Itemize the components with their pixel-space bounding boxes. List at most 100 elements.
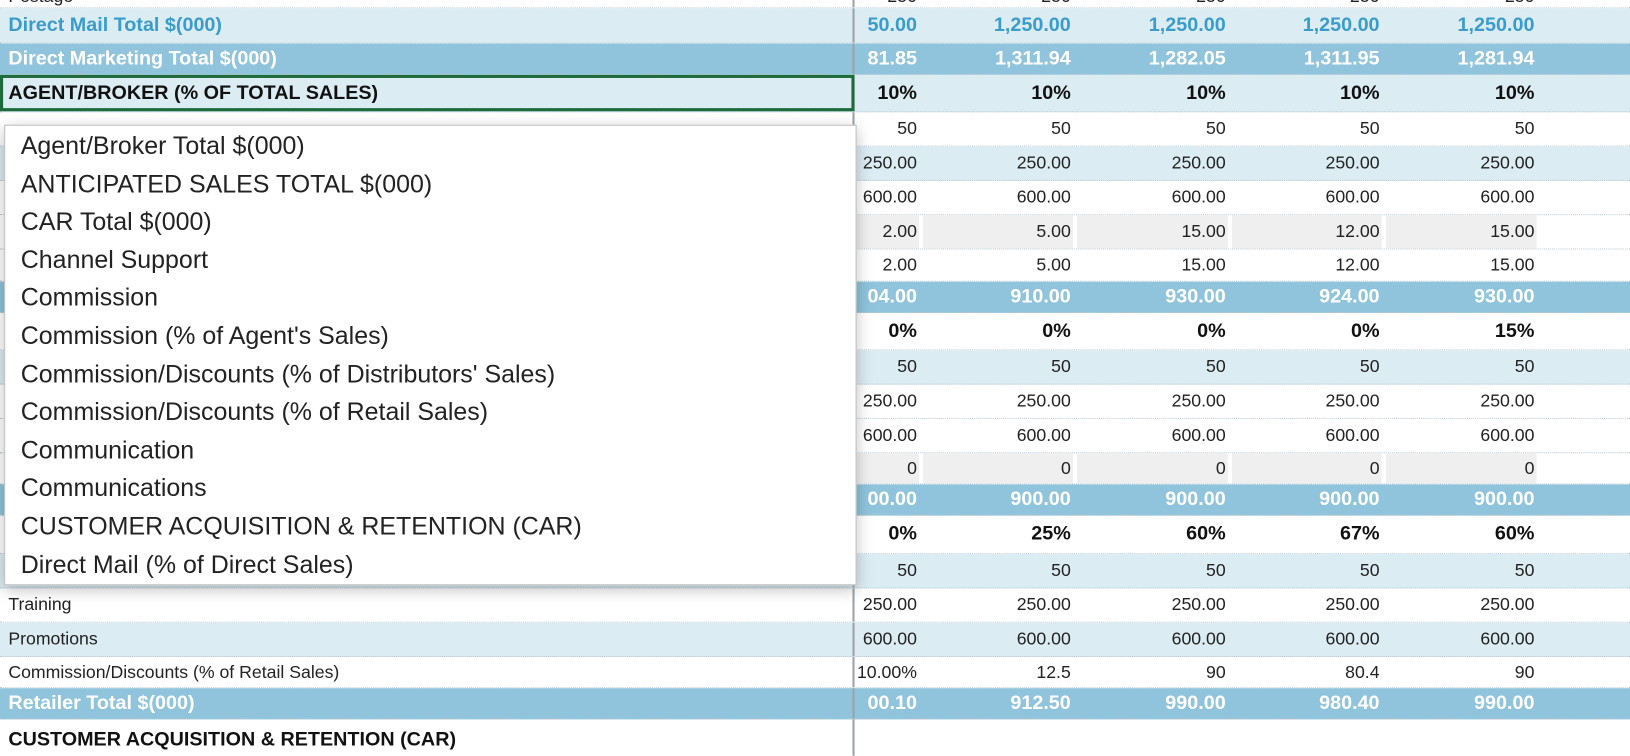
cell-value: 50 xyxy=(897,560,917,581)
cell-value: 50 xyxy=(897,118,917,139)
cell-value: 10.00% xyxy=(856,661,917,682)
cell-value: 250.00 xyxy=(1480,594,1535,615)
cell-value: 10% xyxy=(1186,81,1226,104)
cell-value: 912.50 xyxy=(1010,691,1071,714)
cell-value: 250.00 xyxy=(1325,594,1380,615)
row-label: Retailer Total $(000) xyxy=(0,688,855,719)
row-label: AGENT/BROKER (% OF TOTAL SALES) xyxy=(0,74,855,112)
cell-value: 990.00 xyxy=(1474,691,1535,714)
cell-value: 90 xyxy=(1514,661,1535,682)
cell-value: 250.00 xyxy=(862,152,917,173)
cell-value: 250.00 xyxy=(1171,390,1226,411)
sheet-row: AGENT/BROKER (% OF TOTAL SALES) 10% 10% 10%… xyxy=(0,74,1630,113)
dropdown-option[interactable]: Communications xyxy=(20,474,207,503)
cell-value: 50 xyxy=(1051,560,1071,581)
cell-value: 15.00 xyxy=(1077,215,1228,249)
cell-value: 250.00 xyxy=(1016,152,1071,173)
cell-value: 50 xyxy=(1359,356,1380,377)
cell-value: 5.00 xyxy=(923,215,1073,249)
dropdown-option[interactable]: Direct Mail (% of Direct Sales) xyxy=(20,550,354,579)
cell-value: 250 xyxy=(857,0,919,7)
cell-value: 250.00 xyxy=(1480,152,1535,173)
cell-value: 910.00 xyxy=(1010,285,1071,308)
sheet-row: Direct Marketing Total $(000) 81.85 1,311.… xyxy=(0,43,1630,75)
cell-value: 600.00 xyxy=(1016,628,1071,649)
cell-value: 9 xyxy=(1541,688,1630,718)
cell-value: 15.00 xyxy=(1385,215,1537,249)
cell-value: 50 xyxy=(1359,560,1380,581)
sheet-row: Promotions 600.00 600.00 600.00 600.00 600.00 xyxy=(0,622,1630,658)
cell-value: 50 xyxy=(1359,118,1380,139)
cell-value: 9 xyxy=(1541,484,1630,514)
cell-value: 1,311.94 xyxy=(994,47,1071,70)
cell-value: 12.00 xyxy=(1335,254,1380,275)
cell-value: 0% xyxy=(1042,319,1071,342)
cell-value: 10% xyxy=(1494,81,1535,104)
row-label: CUSTOMER ACQUISITION & RETENTION (CAR) xyxy=(0,719,855,756)
cell-value: 25% xyxy=(1031,522,1071,545)
cell-value: 924.00 xyxy=(1319,285,1380,308)
cell-value: 0 xyxy=(1231,453,1382,484)
dropdown-option[interactable]: Commission/Discounts (% of Distributors'… xyxy=(20,360,556,389)
dropdown-option[interactable]: Commission/Discounts (% of Retail Sales) xyxy=(20,398,489,427)
dropdown-option[interactable]: CAR Total $(000) xyxy=(20,208,212,237)
sheet-row: Retailer Total $(000) 00.10 912.50 990.00 98… xyxy=(0,688,1630,720)
cell-value: 80.4 xyxy=(1345,661,1380,682)
cell-value: 250.00 xyxy=(1016,594,1071,615)
row-label: Postage xyxy=(0,0,855,8)
cell-value: 15.00 xyxy=(1181,254,1226,275)
cell-value: 600.00 xyxy=(1171,425,1226,445)
cell-value: 12.00 xyxy=(1231,215,1382,249)
cell-value: 60% xyxy=(1494,522,1535,545)
cell-value: 250 xyxy=(923,0,1073,7)
cell-value: 600.00 xyxy=(1016,187,1071,207)
row-label: Direct Mail Total $(000) xyxy=(0,8,855,43)
cell-value: 04.00 xyxy=(867,285,917,308)
cell-value: 600.00 xyxy=(862,628,917,649)
sheet-row: Postage250250250250250 xyxy=(0,0,1630,9)
cell-value: 1,250.00 xyxy=(1457,14,1535,36)
cell-value: 250.00 xyxy=(1325,390,1380,411)
row-label: Promotions xyxy=(0,622,855,656)
cell-value: 250.00 xyxy=(1171,152,1226,173)
cell-value: 00.10 xyxy=(867,691,917,714)
cell-value: 00.00 xyxy=(867,488,917,510)
dropdown-option[interactable]: Channel Support xyxy=(20,246,209,275)
sheet-row: CUSTOMER ACQUISITION & RETENTION (CAR) xyxy=(0,719,1630,756)
autocomplete-dropdown: Agent/Broker Total $(000) ANTICIPATED SAL… xyxy=(4,124,857,586)
cell-value: 600.00 xyxy=(1480,187,1535,207)
dropdown-option[interactable]: Commission xyxy=(20,284,159,313)
cell-value: 12.5 xyxy=(1036,661,1071,682)
cell-value: 930.00 xyxy=(1474,285,1535,308)
sheet-row: Commission/Discounts (% of Retail Sales)… xyxy=(0,657,1630,689)
dropdown-option[interactable]: Communication xyxy=(20,436,195,465)
cell-value: 50.00 xyxy=(867,14,917,36)
cell-value: 250 xyxy=(1077,0,1228,7)
dropdown-option[interactable]: Agent/Broker Total $(000) xyxy=(20,132,305,161)
cell-value: 50 xyxy=(1051,356,1071,377)
cell-value: 0% xyxy=(888,522,917,545)
sheet-row: 250.00 250.00 250.00 250.00 250.00 xyxy=(0,384,1630,419)
cell-value: 50 xyxy=(897,356,917,377)
dropdown-option[interactable]: CUSTOMER ACQUISITION & RETENTION (CAR) xyxy=(20,512,582,541)
cell-value: 600.00 xyxy=(1171,187,1226,207)
cell-value: 0 xyxy=(1385,453,1537,484)
cell-value: 50 xyxy=(1514,356,1535,377)
cell-value: 50 xyxy=(1206,356,1226,377)
sheet-row: Training 250.00 250.00 250.00 250.00 250.00 xyxy=(0,588,1630,623)
cell-value: 250 xyxy=(1386,0,1537,7)
cell-value: 0 xyxy=(856,453,920,484)
cell-value: 15% xyxy=(1494,319,1535,342)
cell-value: 600.00 xyxy=(862,425,917,445)
cell-value: 990.00 xyxy=(1165,691,1226,714)
cell-value: 980.40 xyxy=(1319,691,1380,714)
cell-value: 930.00 xyxy=(1165,285,1226,308)
dropdown-option[interactable]: Commission (% of Agent's Sales) xyxy=(20,322,389,351)
row-label: Commission/Discounts (% of Retail Sales) xyxy=(0,657,855,688)
cell-value: 50 xyxy=(1514,118,1535,139)
cell-value: 1,250.00 xyxy=(1302,14,1380,36)
dropdown-option[interactable]: ANTICIPATED SALES TOTAL $(000) xyxy=(20,170,433,199)
cell-value: 10% xyxy=(1031,81,1071,104)
cell-value: 1,311.95 xyxy=(1303,47,1380,70)
cell-value: 60% xyxy=(1186,522,1226,545)
